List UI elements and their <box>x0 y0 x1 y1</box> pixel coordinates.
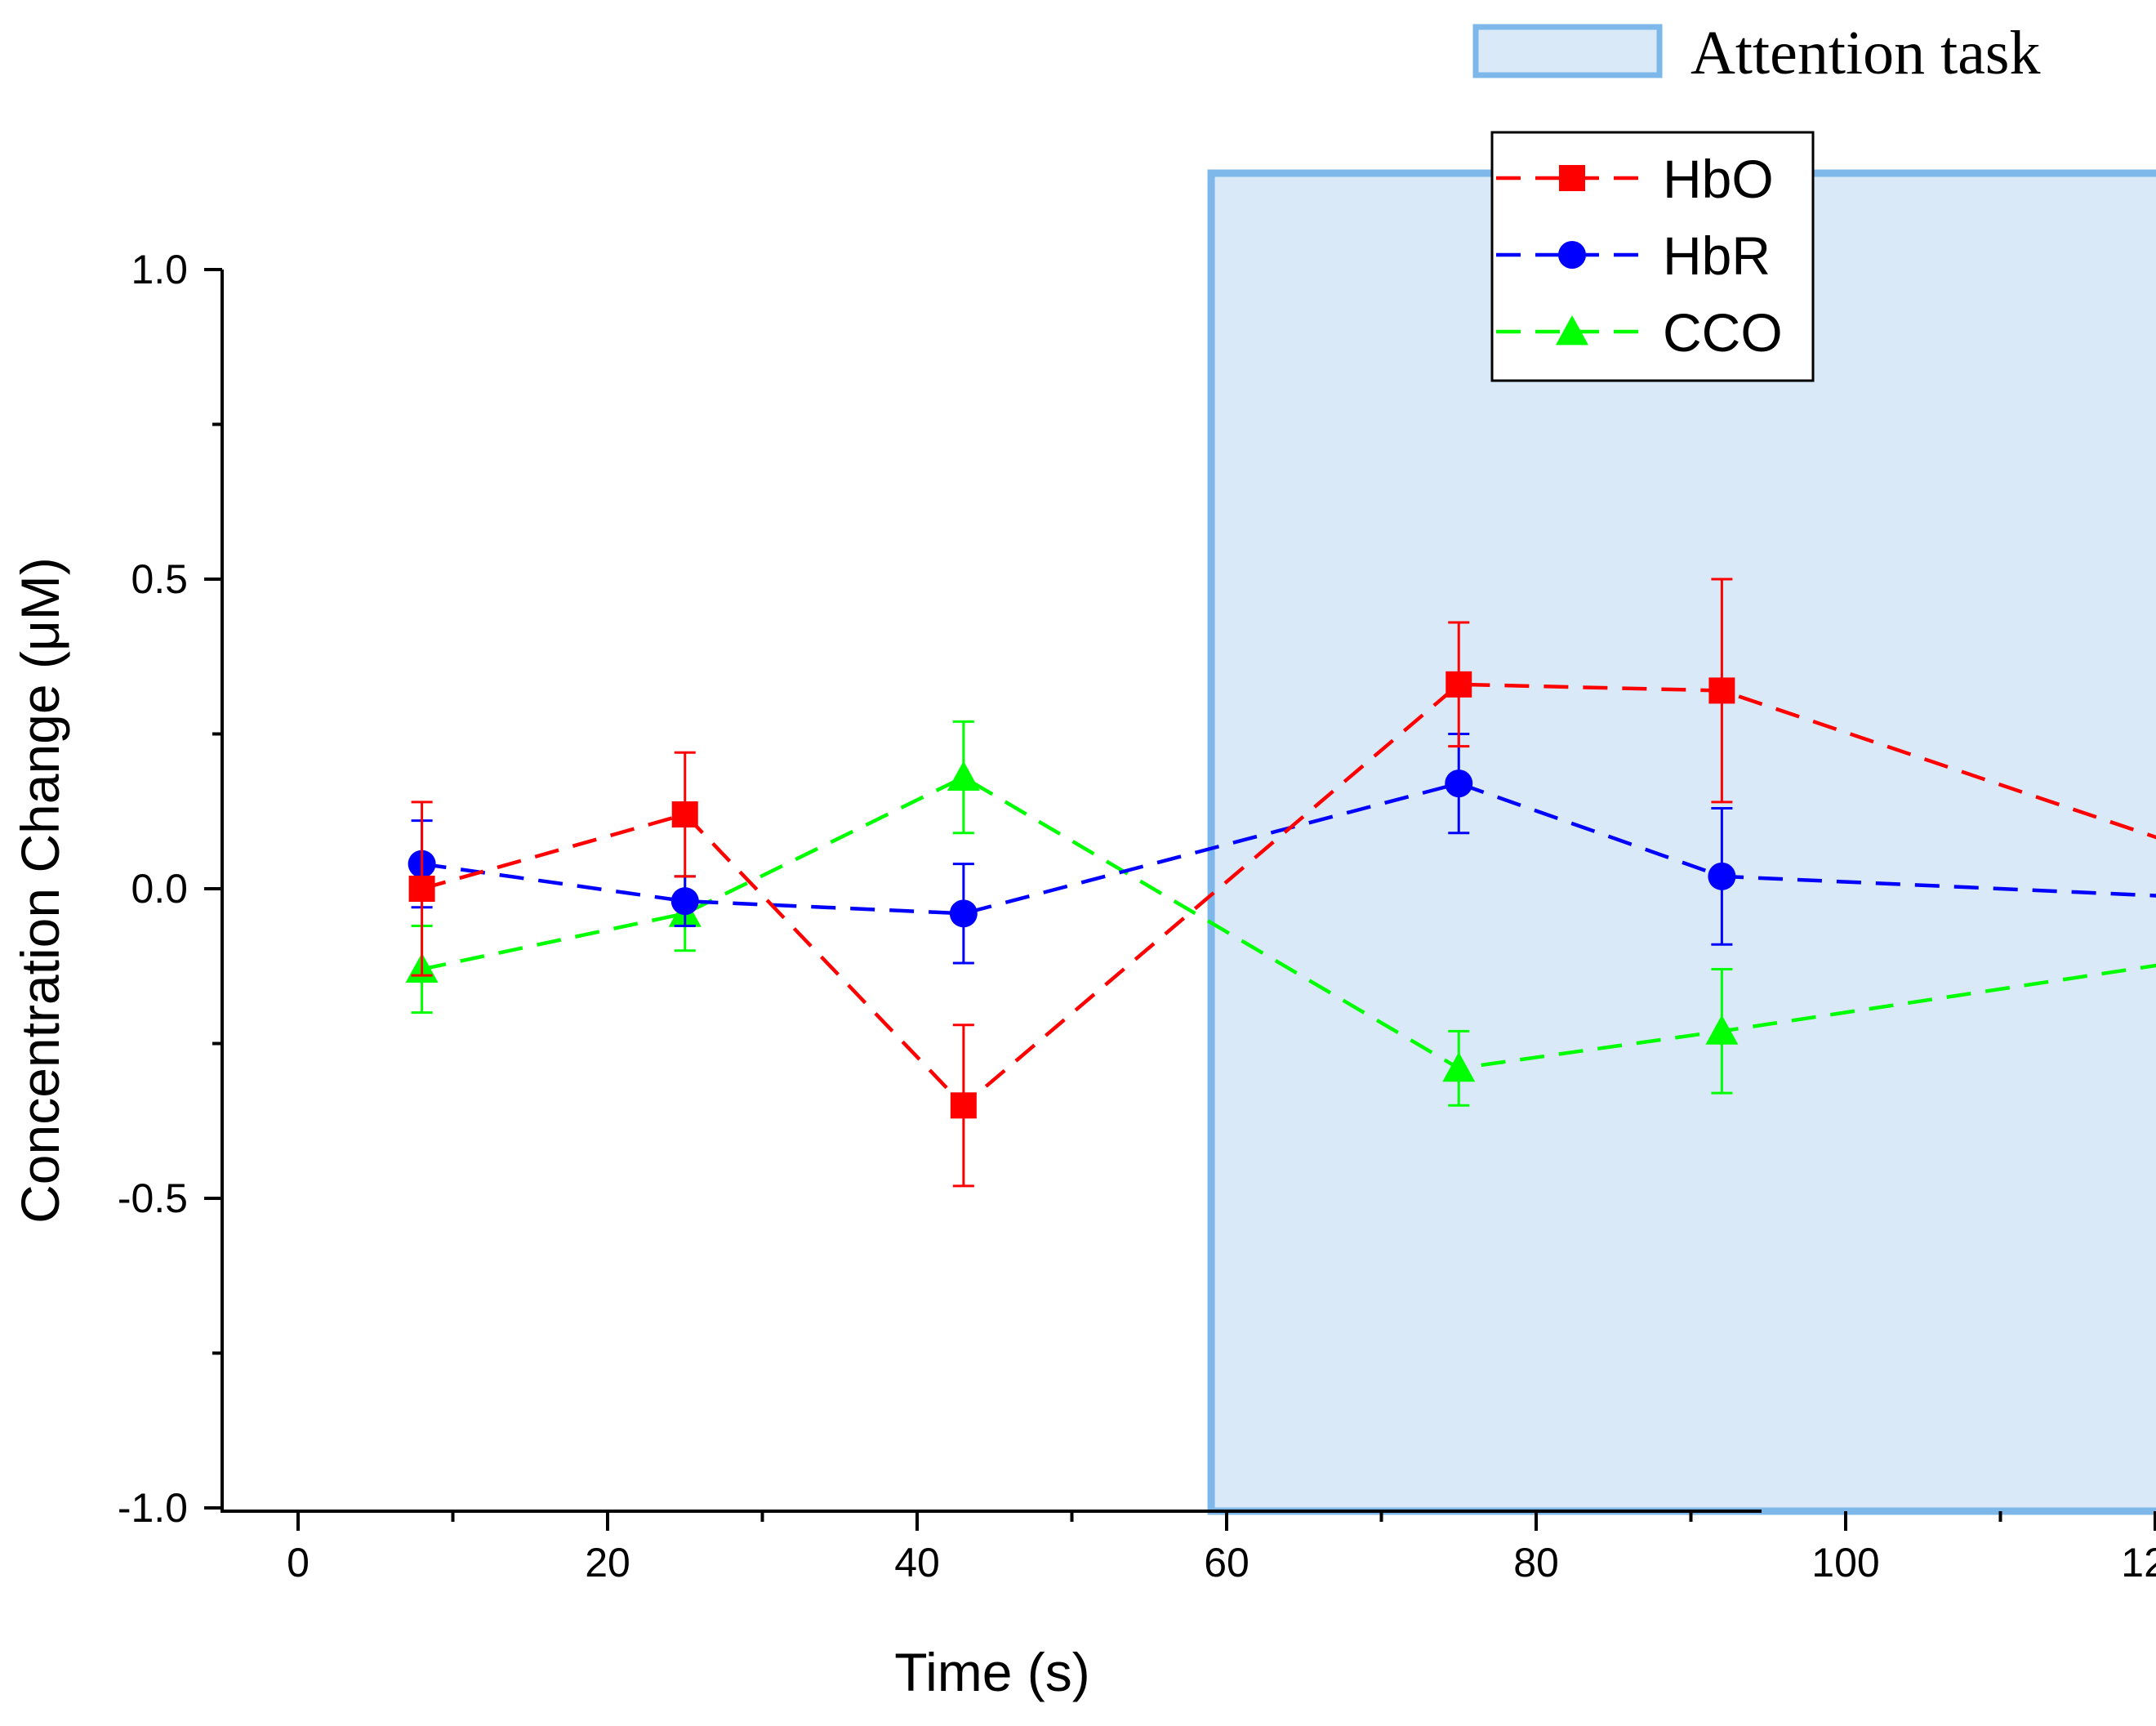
attention-task-region <box>1207 169 2156 1515</box>
legend-cco-label: CCO <box>1663 302 1783 363</box>
series-hbr-point <box>949 899 978 928</box>
x-tick-label: 0 <box>287 1540 310 1586</box>
y-tick-label: -1.0 <box>118 1485 188 1531</box>
legend-item-hbo: HbO <box>1496 149 1774 209</box>
series-hbo-point <box>671 801 698 828</box>
x-tick-label: 80 <box>1513 1540 1559 1586</box>
attention-task-swatch <box>1472 24 1663 78</box>
legend-hbr-label: HbR <box>1663 225 1771 286</box>
legend-item-hbr: HbR <box>1496 225 1771 286</box>
series-hbo <box>408 578 2156 1188</box>
legend-item-cco: CCO <box>1496 302 1783 363</box>
series-hbo-point <box>950 1092 977 1119</box>
series-cco-line <box>421 775 2156 1071</box>
x-tick-label: 20 <box>585 1540 630 1586</box>
legend-cco-marker <box>1556 315 1588 346</box>
series-cco-point <box>1442 1051 1476 1082</box>
series-hbr-point <box>1708 862 1736 890</box>
series-hbr-point <box>1445 769 1473 798</box>
y-tick-label: 0.0 <box>131 866 188 912</box>
series-hbr-line <box>421 781 2156 916</box>
legend-hbo-marker <box>1559 165 1585 191</box>
attention-task-legend: Attention task <box>1472 19 2041 87</box>
y-tick-label: -0.5 <box>118 1175 188 1221</box>
series-hbr-point <box>670 887 699 916</box>
legend-hbo-label: HbO <box>1663 149 1774 209</box>
x-tick-label: 60 <box>1204 1540 1250 1586</box>
series-hbo-point <box>408 876 435 902</box>
series-hbo-point <box>1708 677 1735 704</box>
series-hbo-point <box>1446 671 1472 698</box>
x-tick-label: 120 <box>2121 1540 2156 1586</box>
x-tick-label: 100 <box>1811 1540 1879 1586</box>
x-tick-label: 40 <box>894 1540 940 1586</box>
x-axis-title: Time (s) <box>894 1642 1090 1702</box>
y-axis-title: Concentration Change (μM) <box>10 557 70 1224</box>
legend-hbr-marker <box>1558 241 1586 269</box>
series-hbo-line <box>421 682 2156 1108</box>
y-tick-label: 0.5 <box>131 556 188 602</box>
series-cco-point <box>947 760 980 791</box>
series-cco-point <box>1705 1015 1739 1045</box>
attention-task-label: Attention task <box>1690 19 2041 87</box>
y-tick-label: 1.0 <box>131 247 188 292</box>
